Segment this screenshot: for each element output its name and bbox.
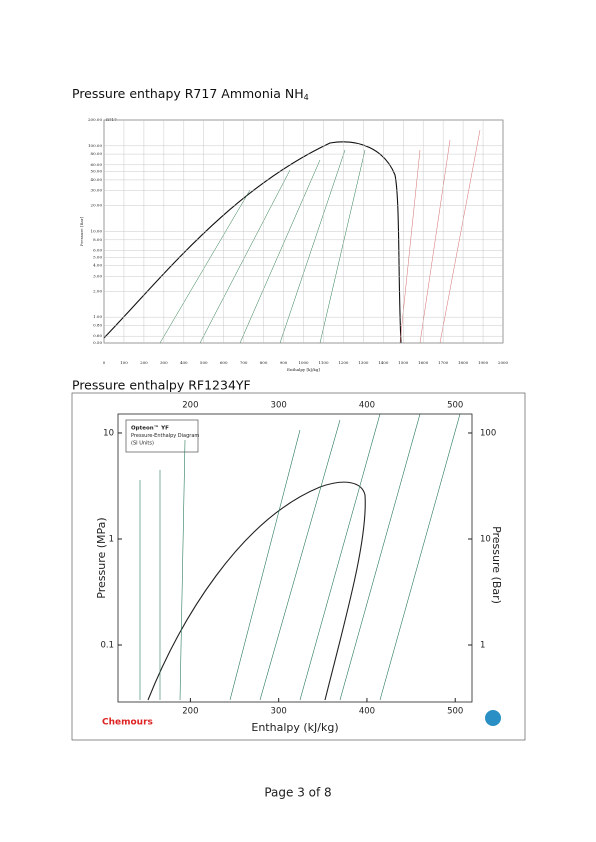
x-tick-label: 1300 [358, 360, 369, 365]
x-tick-label: 100 [120, 360, 128, 365]
heading: Pressure enthalpy RF1234YF [72, 378, 251, 393]
y-tick-label: 40.00 [91, 177, 103, 182]
y-tick-label: 2.00 [93, 288, 102, 293]
y2-tick-label: 100 [480, 428, 496, 438]
logo [485, 710, 501, 726]
y-tick-label: 80.00 [91, 151, 103, 156]
y-tick-label: 50.00 [91, 169, 103, 174]
plot-frame [117, 413, 473, 703]
x-tick-label: 1900 [478, 360, 489, 365]
y-tick-label: 6.00 [93, 248, 102, 253]
x-tick-label: 300 [271, 707, 287, 717]
y-tick-label: 3.00 [93, 273, 102, 278]
x-axis-label: Enthalpy (kJ/kg) [251, 721, 338, 734]
isolines [159, 149, 366, 344]
y-tick-label: 0.60 [93, 333, 102, 338]
x-tick-label: 1400 [378, 360, 389, 365]
x-tick-label: 600 [220, 360, 228, 365]
y-tick-label: 30.00 [91, 188, 103, 193]
x-tick-label: 700 [240, 360, 248, 365]
x-tick-label: 500 [200, 360, 208, 365]
figure-frame [71, 392, 526, 741]
y-axis-label: Pressure (MPa) [95, 517, 108, 598]
x-tick-label: 1600 [418, 360, 429, 365]
x-tick-label: 1100 [318, 360, 329, 365]
y-tick-label: 5.00 [93, 254, 102, 259]
y-tick-label: 1 [109, 534, 114, 544]
heading-text: Pressure enthapy R717 Ammonia NH [72, 86, 304, 101]
x-tick-label: 1700 [438, 360, 449, 365]
x-axis-label: Enthalpy [kJ/kg] [287, 367, 320, 372]
y-tick-label: 0.1 [100, 641, 114, 651]
y2-tick-label: 10 [480, 534, 491, 544]
x-tick-label: 1000 [298, 360, 309, 365]
legend-text: Pressure-Enthalpy Diagram [131, 433, 199, 439]
y-axis-label: Pressure [Bar] [79, 216, 84, 246]
chart-title: R717 [106, 117, 117, 122]
x-tick-label-top: 500 [447, 401, 463, 411]
y2-axis-label: Pressure (Bar) [490, 526, 503, 604]
x-tick-label: 1800 [458, 360, 469, 365]
y-tick-label: 10 [103, 428, 114, 438]
x-tick-label: 200 [140, 360, 148, 365]
saturation-dome [147, 481, 366, 701]
y-tick-label: 100.00 [88, 143, 102, 148]
x-tick-label: 900 [280, 360, 288, 365]
heading: Pressure enthapy R717 Ammonia NH4 [72, 86, 309, 102]
x-tick-label: 300 [160, 360, 168, 365]
y-tick-label: 0.50 [93, 340, 102, 345]
x-tick-label: 800 [260, 360, 268, 365]
x-tick-label: 400 [180, 360, 188, 365]
y2-tick-label: 1 [480, 641, 485, 651]
x-tick-label: 1500 [398, 360, 409, 365]
x-tick-label: 200 [182, 707, 198, 717]
x-tick-label: 2000 [498, 360, 509, 365]
y-tick-label: 20.00 [91, 203, 103, 208]
brand: Chemours [102, 718, 153, 728]
x-tick-label: 1200 [338, 360, 349, 365]
y-tick-label: 4.00 [93, 263, 102, 268]
x-tick-label: 0 [103, 360, 106, 365]
x-tick-label: 500 [447, 707, 463, 717]
y-tick-label: 8.00 [93, 237, 102, 242]
x-tick-label: 400 [359, 707, 375, 717]
x-tick-label-top: 300 [271, 401, 287, 411]
legend-box [125, 419, 199, 453]
y-tick-label: 1.00 [93, 314, 102, 319]
isolines [399, 129, 481, 344]
heading-subscript: 4 [304, 93, 309, 102]
legend-text: Opteon™ YF [131, 425, 169, 432]
y-tick-label: 0.80 [93, 323, 102, 328]
x-tick-label-top: 200 [182, 401, 198, 411]
saturation-dome [103, 141, 402, 344]
footer: Page 3 of 8 [264, 786, 331, 800]
legend-text: (SI Units) [131, 441, 154, 447]
y-tick-label: 60.00 [91, 162, 103, 167]
y-tick-label: 200.00 [88, 117, 102, 122]
x-tick-label-top: 400 [359, 401, 375, 411]
y-tick-label: 10.00 [91, 229, 103, 234]
isolines [139, 413, 461, 701]
